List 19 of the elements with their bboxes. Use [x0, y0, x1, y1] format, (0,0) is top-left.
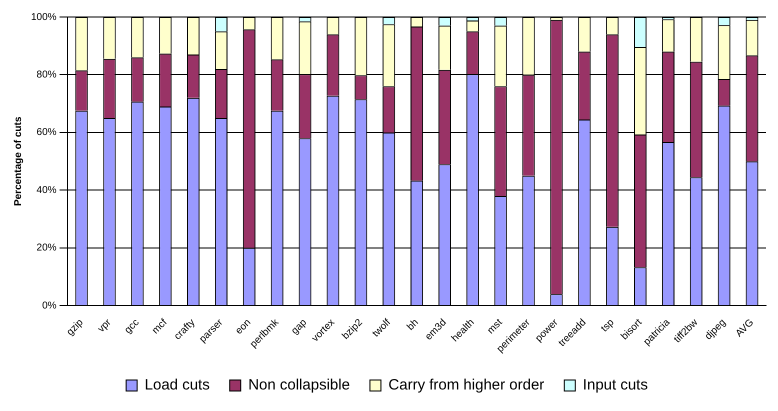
y-tick-label: 60% — [36, 127, 57, 138]
y-tick-label: 40% — [36, 184, 57, 196]
legend-label: Load cuts — [144, 376, 210, 394]
legend-label: Input cuts — [582, 376, 648, 394]
x-tick-label: tsp — [599, 316, 617, 334]
x-tick-label: gap — [290, 316, 310, 337]
x-tick-label: gcc — [122, 317, 142, 336]
x-tick-label: bh — [405, 317, 421, 333]
legend-label: Non collapsible — [248, 376, 350, 394]
y-tick-label: 100% — [31, 12, 57, 23]
x-tick-label: vpr — [96, 316, 114, 335]
y-tick-label: 80% — [36, 69, 57, 80]
y-tick-label: 20% — [36, 242, 57, 254]
x-tick-label: gzip — [64, 316, 86, 338]
y-tick-label: 0% — [42, 300, 57, 312]
x-tick-label: eon — [234, 317, 254, 337]
legend-label: Carry from higher order — [388, 376, 544, 394]
x-tick-label: mcf — [150, 317, 170, 336]
y-axis-title: Percentage of cuts — [12, 116, 24, 206]
